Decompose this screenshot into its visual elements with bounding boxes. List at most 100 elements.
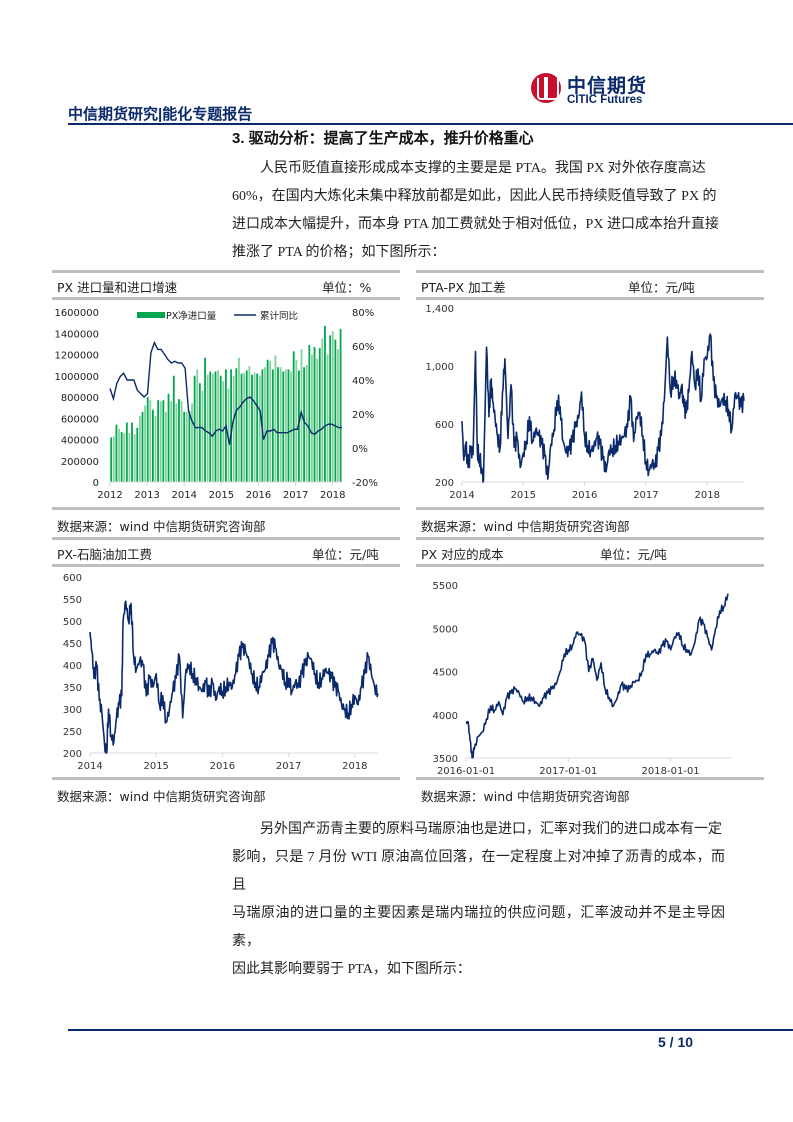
svg-text:20%: 20%: [352, 410, 374, 421]
chart-unit: 单位：%: [322, 280, 372, 295]
panel-bottom-rule: [52, 507, 400, 510]
svg-text:2016: 2016: [572, 490, 597, 501]
paragraph-2: 另外国产沥青主要的原料马瑞原油也是进口，汇率对我们的进口成本有一定 影响，只是 …: [232, 816, 725, 984]
section-heading: 3. 驱动分析：提高了生产成本，推升价格重心: [232, 130, 534, 147]
paragraph-line: 推涨了 PTA 的价格；如下图所示：: [232, 245, 446, 260]
panel-bottom-rule: [52, 777, 400, 780]
svg-text:1000000: 1000000: [54, 372, 99, 383]
line-chart: 3500 4000 4500 5000 5500 2016-01-01 2017-01-01…: [433, 581, 732, 777]
svg-text:PX净进口量: PX净进口量: [166, 310, 217, 322]
svg-text:200: 200: [435, 478, 454, 489]
svg-text:2015: 2015: [209, 490, 234, 501]
chart-title: PTA-PX 加工差: [421, 280, 506, 295]
svg-text:2018: 2018: [320, 490, 345, 501]
logo-english-name: CITIC Futures: [567, 94, 643, 106]
chart-header: PTA-PX 加工差 单位：元/吨: [416, 273, 764, 297]
chart-header: PX-石脑油加工费 单位：元/吨: [52, 540, 400, 564]
svg-text:2014: 2014: [77, 761, 102, 772]
chart-plot-area: 200 250 300 350 400 450 500 550 600 2014 2015 2016 2…: [52, 567, 400, 777]
paragraph-line: 马瑞原油的进口量的主要因素是瑞内瑞拉的供应问题，汇率波动并不是主导因素，: [232, 906, 725, 949]
panel-top-rule: [416, 270, 764, 273]
svg-text:累计同比: 累计同比: [260, 310, 298, 322]
svg-text:2013: 2013: [134, 490, 159, 501]
report-title: 中信期货研究|能化专题报告: [68, 106, 253, 123]
citic-futures-logo: 中信期货 CITIC Futures: [531, 70, 671, 110]
svg-text:2017: 2017: [283, 490, 308, 501]
svg-text:350: 350: [63, 683, 82, 694]
svg-text:2015: 2015: [511, 490, 536, 501]
svg-text:1,400: 1,400: [425, 304, 454, 315]
svg-text:2017: 2017: [633, 490, 658, 501]
chart-px-cost: PX 对应的成本 单位：元/吨 3500 4000 4500 5000 5500 2016…: [416, 537, 764, 805]
svg-text:40%: 40%: [352, 376, 374, 387]
svg-text:5000: 5000: [433, 624, 458, 635]
panel-top-rule: [416, 537, 764, 540]
chart-unit: 单位：元/吨: [600, 547, 667, 562]
svg-text:2018: 2018: [694, 490, 719, 501]
panel-bottom-rule: [416, 507, 764, 510]
svg-text:400: 400: [63, 661, 82, 672]
svg-text:2017: 2017: [276, 761, 301, 772]
panel-header-rule: [52, 564, 400, 567]
svg-text:600000: 600000: [61, 414, 99, 425]
svg-text:2016: 2016: [246, 490, 271, 501]
chart-px-import: PX 进口量和进口增速 单位：% 0 200000 400000 600000 8000…: [52, 270, 400, 535]
svg-text:4500: 4500: [433, 668, 458, 679]
citic-logo-icon: [531, 73, 561, 103]
paragraph-line: 进口成本大幅提升，而本身 PTA 加工费就处于相对低位，PX 进口成本抬升直接: [232, 217, 719, 232]
chart-header: PX 进口量和进口增速 单位：%: [52, 273, 400, 297]
chart-unit: 单位：元/吨: [628, 280, 695, 295]
panel-bottom-rule: [416, 777, 764, 780]
svg-text:1400000: 1400000: [54, 329, 99, 340]
line-chart: 200 600 1,000 1,400 2014 2015 2016 2017 2018: [425, 304, 745, 501]
svg-text:550: 550: [63, 595, 82, 606]
svg-text:2012: 2012: [97, 490, 122, 501]
chart-plot-area: 0 200000 400000 600000 800000 1000000 1200000 1…: [52, 300, 400, 507]
chart-source: 数据来源：wind 中信期货研究咨询部: [421, 519, 630, 534]
chart-source: 数据来源：wind 中信期货研究咨询部: [57, 789, 266, 804]
panel-top-rule: [52, 537, 400, 540]
paragraph-line: 影响，只是 7 月份 WTI 原油高位回落，在一定程度上对冲掉了沥青的成本，而且: [232, 850, 725, 893]
svg-text:3500: 3500: [433, 754, 458, 765]
chart-plot-area: 200 600 1,000 1,400 2014 2015 2016 2017 2018: [416, 300, 764, 507]
svg-text:200000: 200000: [61, 457, 99, 468]
paragraph-1: 人民币贬值直接形成成本支撑的主要是是 PTA。我国 PX 对外依存度高达 60%…: [232, 155, 725, 267]
svg-text:250: 250: [63, 727, 82, 738]
svg-text:500: 500: [63, 617, 82, 628]
line-chart: 200 250 300 350 400 450 500 550 600 2014 2015 2016 2…: [63, 573, 379, 772]
svg-text:5500: 5500: [433, 581, 458, 592]
chart-title: PX-石脑油加工费: [57, 547, 152, 562]
svg-text:60%: 60%: [352, 342, 374, 353]
svg-text:300: 300: [63, 705, 82, 716]
panel-header-rule: [416, 564, 764, 567]
paragraph-line: 人民币贬值直接形成成本支撑的主要是是 PTA。我国 PX 对外依存度高达: [260, 161, 706, 176]
chart-source: 数据来源：wind 中信期货研究咨询部: [57, 519, 266, 534]
svg-text:2015: 2015: [143, 761, 168, 772]
svg-text:0%: 0%: [352, 444, 368, 455]
svg-text:200: 200: [63, 749, 82, 760]
chart-plot-area: 3500 4000 4500 5000 5500 2016-01-01 2017-01-01…: [416, 567, 764, 777]
paragraph-line: 60%，在国内大炼化未集中释放前都是如此，因此人民币持续贬值导致了 PX 的: [232, 189, 717, 204]
chart-px-naphtha-margin: PX-石脑油加工费 单位：元/吨 200 250 300 350 400 450 500 55…: [52, 537, 400, 805]
panel-header-rule: [416, 297, 764, 300]
svg-text:1,000: 1,000: [425, 362, 454, 373]
svg-text:1600000: 1600000: [54, 308, 99, 319]
logo-chinese-name: 中信期货: [567, 76, 648, 97]
chart-header: PX 对应的成本 单位：元/吨: [416, 540, 764, 564]
chart-unit: 单位：元/吨: [312, 547, 379, 562]
svg-text:600: 600: [63, 573, 82, 584]
panel-top-rule: [52, 270, 400, 273]
chart-pta-px-spread: PTA-PX 加工差 单位：元/吨 200 600 1,000 1,400 2014 20…: [416, 270, 764, 535]
paragraph-line: 因此其影响要弱于 PTA，如下图所示：: [232, 962, 471, 977]
chart-title: PX 对应的成本: [421, 547, 504, 562]
svg-text:2016-01-01: 2016-01-01: [437, 766, 495, 777]
svg-text:2018: 2018: [342, 761, 367, 772]
svg-text:800000: 800000: [61, 393, 99, 404]
panel-header-rule: [52, 297, 400, 300]
svg-text:2017-01-01: 2017-01-01: [539, 766, 597, 777]
svg-text:-20%: -20%: [352, 478, 378, 489]
svg-text:0: 0: [93, 478, 99, 489]
svg-text:600: 600: [435, 420, 454, 431]
footer-divider: [68, 1029, 793, 1031]
header-divider: [68, 123, 793, 125]
